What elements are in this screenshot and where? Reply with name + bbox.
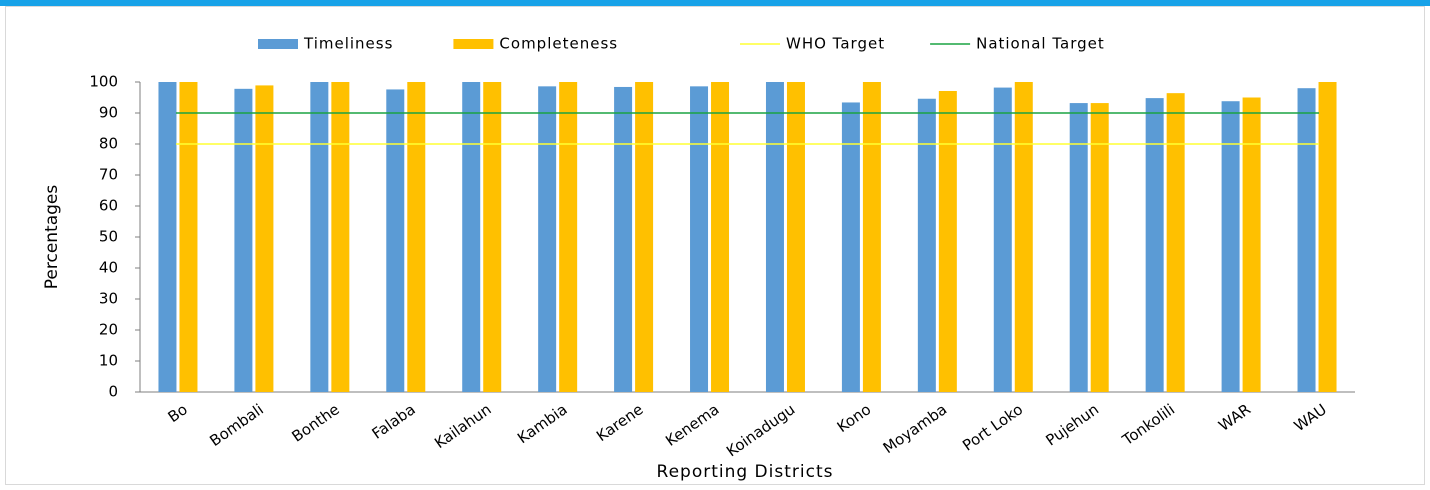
legend-swatch bbox=[453, 39, 494, 49]
bar bbox=[1242, 97, 1261, 392]
bar bbox=[559, 82, 578, 392]
frame bbox=[5, 6, 1425, 485]
bar bbox=[765, 82, 784, 392]
top-border bbox=[0, 0, 1430, 6]
y-tick-label: 100 bbox=[89, 73, 118, 91]
bar bbox=[1166, 93, 1185, 392]
bar bbox=[1297, 88, 1316, 392]
y-axis-title: Percentages bbox=[42, 185, 62, 290]
x-tick-label: Kambia bbox=[514, 400, 570, 447]
bar bbox=[310, 82, 329, 392]
bar bbox=[179, 82, 198, 392]
x-tick-label: Pujehun bbox=[1042, 400, 1102, 449]
y-tick-label: 90 bbox=[99, 104, 118, 122]
bar bbox=[386, 89, 405, 392]
x-tick-label: Kono bbox=[834, 400, 875, 436]
bar bbox=[331, 82, 350, 392]
x-tick-label: Bo bbox=[165, 400, 191, 426]
y-tick-label: 40 bbox=[99, 259, 118, 277]
x-tick-label: Bonthe bbox=[288, 400, 342, 445]
y-tick-label: 30 bbox=[99, 290, 118, 308]
legend-swatch bbox=[258, 39, 298, 49]
bar bbox=[993, 87, 1012, 392]
legend-label: WHO Target bbox=[786, 35, 885, 53]
bar bbox=[614, 86, 633, 393]
legend-label: Timeliness bbox=[303, 35, 393, 53]
y-tick-label: 20 bbox=[99, 321, 118, 339]
bar bbox=[462, 82, 481, 392]
x-tick-label: Falaba bbox=[369, 400, 419, 443]
bar bbox=[690, 86, 709, 392]
bar bbox=[158, 82, 177, 392]
bar bbox=[1069, 103, 1088, 392]
x-tick-label: WAR bbox=[1215, 400, 1254, 435]
bar bbox=[255, 85, 274, 392]
y-tick-label: 60 bbox=[99, 197, 118, 215]
x-tick-label: Bombali bbox=[206, 400, 266, 450]
y-tick-label: 50 bbox=[99, 228, 118, 246]
y-tick-label: 70 bbox=[99, 166, 118, 184]
legend-label: Completeness bbox=[499, 35, 618, 53]
bar bbox=[786, 82, 805, 392]
y-tick-label: 10 bbox=[99, 352, 118, 370]
bar bbox=[234, 88, 253, 392]
bar bbox=[841, 102, 860, 393]
x-tick-label: Kenema bbox=[662, 400, 722, 450]
x-tick-label: WAU bbox=[1291, 400, 1330, 435]
bar bbox=[538, 86, 557, 392]
y-tick-label: 80 bbox=[99, 135, 118, 153]
bar bbox=[1318, 82, 1337, 392]
x-tick-label: Kailahun bbox=[431, 400, 494, 452]
bar bbox=[1145, 98, 1164, 393]
bar bbox=[711, 82, 730, 392]
bar bbox=[407, 82, 426, 392]
x-tick-label: Tonkolili bbox=[1118, 400, 1178, 449]
bar bbox=[1090, 103, 1109, 392]
y-tick-label: 0 bbox=[108, 383, 118, 401]
x-axis-title: Reporting Districts bbox=[657, 462, 834, 482]
bar bbox=[917, 98, 936, 393]
bar bbox=[862, 82, 881, 392]
bar bbox=[483, 82, 502, 392]
bar bbox=[1221, 101, 1240, 392]
x-tick-label: Karene bbox=[593, 400, 646, 445]
bar bbox=[1014, 82, 1033, 392]
bar bbox=[635, 82, 654, 392]
legend-label: National Target bbox=[976, 35, 1105, 53]
x-tick-label: Port Loko bbox=[959, 400, 1026, 454]
x-tick-label: Moyamba bbox=[880, 400, 951, 457]
x-tick-label: Koinadugu bbox=[723, 400, 798, 460]
bar bbox=[938, 90, 957, 393]
